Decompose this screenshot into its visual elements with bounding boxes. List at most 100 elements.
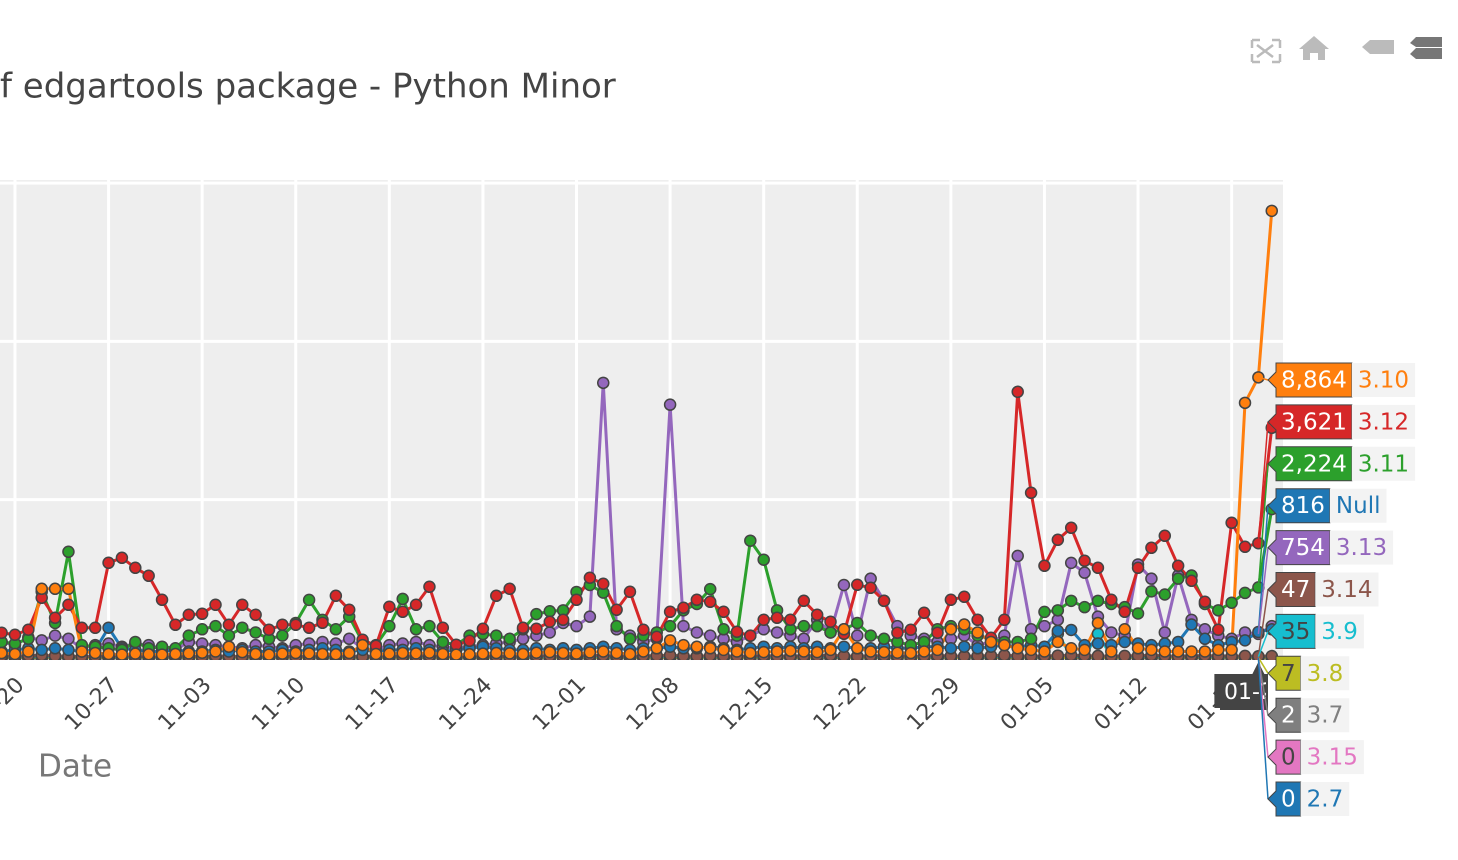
data-point <box>744 646 757 660</box>
x-tick-label: 11-24 <box>435 673 498 736</box>
hover-name-bg <box>1329 530 1394 565</box>
data-point <box>824 626 837 639</box>
data-point <box>115 551 129 565</box>
data-point <box>75 621 89 635</box>
data-point <box>1158 626 1172 639</box>
hover-connector <box>1257 421 1269 544</box>
data-point <box>396 646 409 660</box>
data-point <box>1131 561 1145 575</box>
hover-value: 47 <box>1281 577 1310 603</box>
data-point <box>182 608 196 622</box>
hover-label-box <box>1267 739 1302 775</box>
data-point <box>503 632 516 646</box>
data-point <box>917 645 931 658</box>
data-point <box>530 646 543 659</box>
data-point <box>169 618 182 632</box>
hover-name-bg <box>1351 363 1416 397</box>
x-axis-title: Date <box>38 749 112 785</box>
data-point <box>971 626 984 639</box>
data-point <box>516 621 530 635</box>
data-point <box>249 608 262 622</box>
data-point <box>730 645 744 658</box>
hover-series-name: 3.9 <box>1321 619 1358 645</box>
data-point <box>209 645 222 658</box>
data-point <box>1105 593 1118 607</box>
hover-value: 8,864 <box>1281 368 1347 394</box>
data-point <box>1131 607 1145 620</box>
data-point <box>797 594 811 608</box>
hover-connector <box>1257 463 1269 588</box>
data-point <box>222 629 236 642</box>
hover-series-name: 3.13 <box>1336 535 1387 561</box>
data-point <box>1091 616 1105 630</box>
data-point <box>129 647 142 660</box>
data-point <box>1158 588 1172 601</box>
data-point <box>1051 649 1065 660</box>
data-point <box>1078 554 1091 568</box>
data-point <box>0 646 8 660</box>
data-point <box>396 605 409 619</box>
data-point <box>1011 549 1024 563</box>
data-point <box>1131 642 1145 655</box>
autoscale-button[interactable] <box>1250 38 1282 64</box>
data-point <box>757 613 770 627</box>
hover-label-box <box>1267 613 1316 649</box>
data-point <box>810 608 824 622</box>
data-point <box>316 647 329 660</box>
data-point <box>690 593 704 607</box>
data-point <box>62 582 75 596</box>
data-point <box>556 613 570 627</box>
data-point <box>48 582 62 596</box>
data-point <box>663 619 677 633</box>
data-point <box>1038 559 1051 573</box>
spike-lines-button[interactable] <box>1362 40 1394 54</box>
data-point <box>276 647 289 660</box>
data-point <box>8 647 22 660</box>
hover-connector <box>1257 589 1269 657</box>
reset-axes-button[interactable] <box>1299 36 1329 60</box>
data-point <box>1118 623 1131 636</box>
compare-hover-button[interactable] <box>1410 37 1442 59</box>
data-point <box>449 648 463 660</box>
data-point <box>35 582 48 596</box>
data-point <box>1158 529 1172 543</box>
data-point <box>182 647 196 660</box>
data-point <box>222 618 236 632</box>
data-point <box>851 578 864 592</box>
hover-series-name: 2.7 <box>1307 787 1344 813</box>
data-point <box>490 589 503 603</box>
hover-name-bg <box>1300 656 1350 691</box>
data-point <box>663 398 677 411</box>
data-point <box>583 571 597 585</box>
data-point <box>637 623 650 637</box>
data-point <box>1212 643 1225 657</box>
data-point <box>1212 604 1225 617</box>
data-point <box>48 629 62 642</box>
data-point <box>971 613 984 627</box>
data-point <box>329 589 343 603</box>
hover-series-name: 3.7 <box>1307 703 1344 729</box>
data-point <box>1145 541 1158 555</box>
data-point <box>463 648 476 660</box>
data-point <box>677 638 690 652</box>
data-point <box>369 647 383 660</box>
data-point <box>463 634 476 648</box>
hover-label: 47 3.14 <box>1267 572 1379 607</box>
hover-label: 816 Null <box>1267 488 1387 524</box>
data-point <box>1238 540 1252 554</box>
data-point <box>1225 643 1238 657</box>
data-point <box>289 618 302 632</box>
data-point <box>1078 600 1091 614</box>
hover-name-bg <box>1315 572 1379 607</box>
data-point <box>302 593 316 607</box>
data-point <box>877 594 891 608</box>
hover-series-name: 3.8 <box>1307 661 1344 687</box>
x-tick-label: 12-08 <box>622 673 685 736</box>
data-point <box>864 645 877 658</box>
data-point <box>329 648 343 660</box>
hover-value: 7 <box>1281 661 1296 687</box>
data-point <box>824 615 837 629</box>
data-point <box>236 598 249 612</box>
data-point <box>851 616 864 630</box>
hover-value: 2 <box>1281 703 1296 729</box>
